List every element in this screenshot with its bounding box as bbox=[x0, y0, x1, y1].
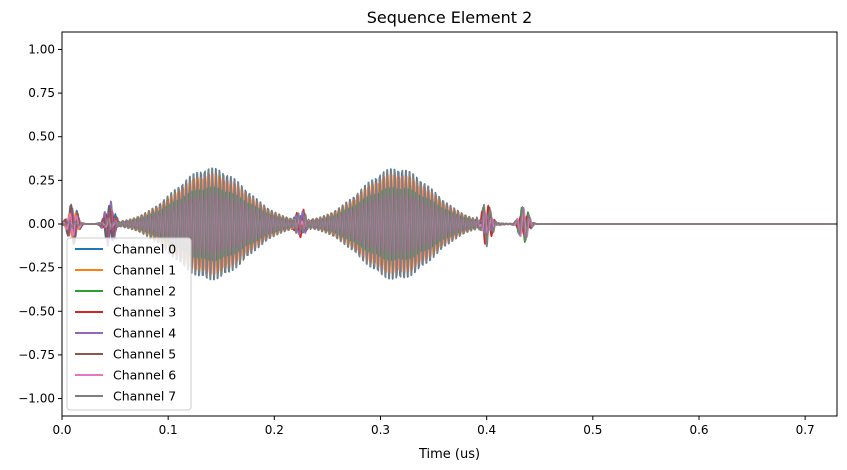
x-tick-label: 0.2 bbox=[265, 423, 284, 437]
y-axis: 1.00 0.75 0.50 0.25 0.00 −0.25 −0.50 −0.75 −1.00 bbox=[18, 42, 62, 406]
y-tick-label: −0.50 bbox=[18, 304, 55, 318]
x-axis-label: Time (us) bbox=[418, 447, 480, 462]
x-tick-label: 0.3 bbox=[371, 423, 390, 437]
legend-label: Channel 0 bbox=[113, 242, 176, 257]
series-line-channel-7 bbox=[62, 167, 837, 281]
y-tick-label: 1.00 bbox=[28, 42, 55, 56]
legend: Channel 0 Channel 1 Channel 2 Channel 3 Chan… bbox=[66, 237, 192, 411]
legend-label: Channel 2 bbox=[113, 284, 176, 299]
legend-box bbox=[66, 237, 192, 411]
x-tick-label: 0.0 bbox=[52, 423, 71, 437]
y-tick-label: 0.50 bbox=[28, 130, 55, 144]
x-axis: 0.0 0.1 0.2 0.3 0.4 0.5 0.6 0.7 bbox=[52, 416, 815, 437]
x-tick-label: 0.5 bbox=[583, 423, 602, 437]
y-tick-label: 0.75 bbox=[28, 86, 55, 100]
chart-title: Sequence Element 2 bbox=[367, 8, 533, 27]
x-tick-label: 0.7 bbox=[796, 423, 815, 437]
y-tick-label: 0.00 bbox=[28, 217, 55, 231]
y-tick-label: −0.25 bbox=[18, 261, 55, 275]
legend-label: Channel 1 bbox=[113, 263, 176, 278]
legend-label: Channel 4 bbox=[113, 326, 176, 341]
y-tick-label: −1.00 bbox=[18, 392, 55, 406]
x-tick-label: 0.1 bbox=[159, 423, 178, 437]
x-tick-label: 0.4 bbox=[477, 423, 496, 437]
legend-label: Channel 6 bbox=[113, 368, 176, 383]
legend-label: Channel 3 bbox=[113, 305, 176, 320]
y-tick-label: −0.75 bbox=[18, 348, 55, 362]
y-tick-label: 0.25 bbox=[28, 173, 55, 187]
x-tick-label: 0.6 bbox=[689, 423, 708, 437]
legend-label: Channel 5 bbox=[113, 347, 176, 362]
legend-label: Channel 7 bbox=[113, 389, 176, 404]
